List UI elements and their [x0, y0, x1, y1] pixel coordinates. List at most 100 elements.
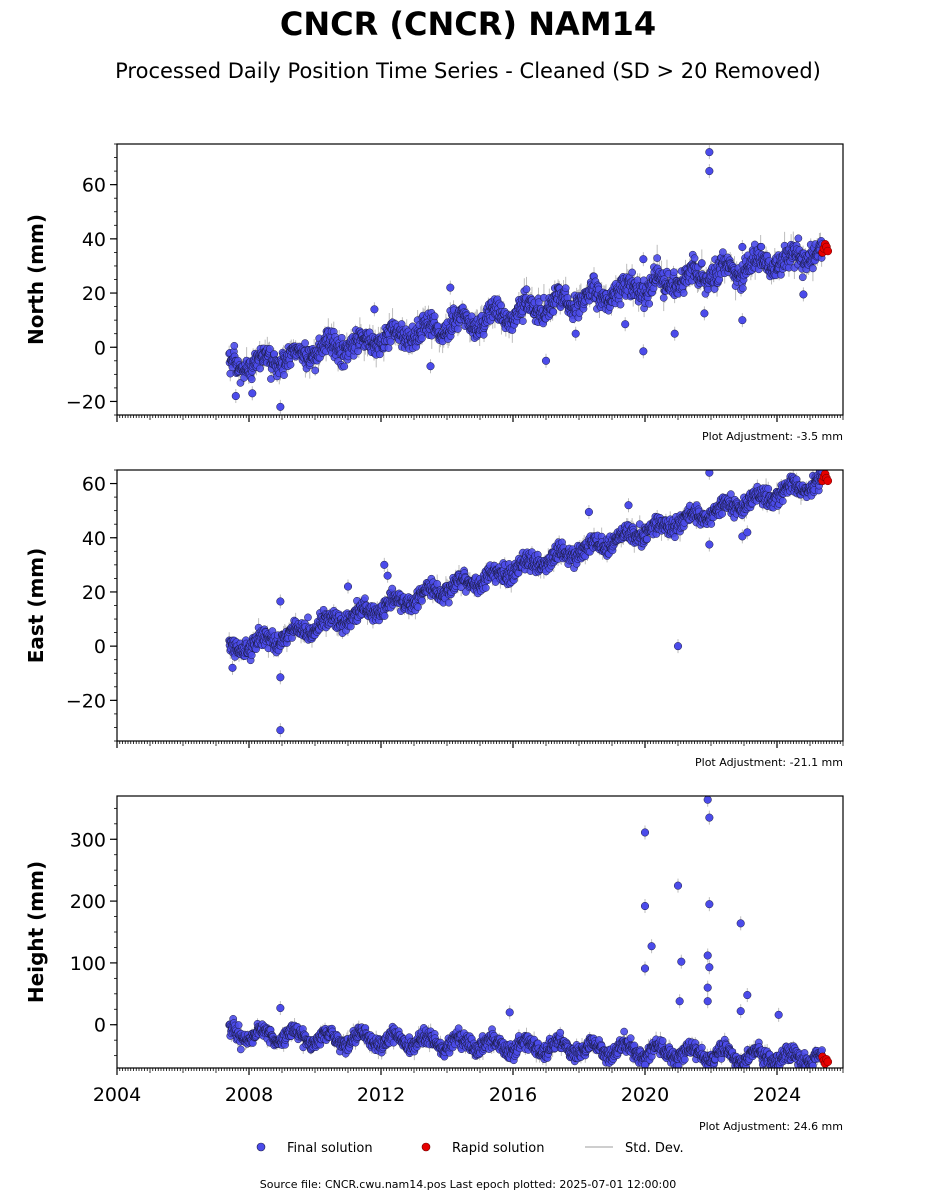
north-final-point [497, 301, 505, 310]
north-y-tick-label: 0 [94, 337, 106, 359]
north-final-solution [225, 148, 827, 411]
north-final-point [337, 333, 346, 342]
east-outlier-point [228, 663, 237, 672]
north-outlier-point [231, 391, 240, 401]
north-final-point [247, 375, 256, 384]
east-outlier-point [383, 571, 392, 580]
north-outlier-point [799, 290, 808, 299]
north-final-point [454, 325, 462, 333]
north-outlier-point [705, 148, 714, 157]
east-final-point [643, 535, 651, 543]
north-final-point [798, 273, 807, 282]
north-final-point [340, 362, 349, 371]
east-final-point [707, 520, 716, 528]
east-final-point [778, 497, 787, 505]
east-plot-area [225, 470, 833, 738]
north-outlier-point [639, 255, 648, 264]
east-outlier-point [276, 597, 285, 606]
north-outlier-point [276, 402, 285, 411]
north-final-point [704, 285, 712, 294]
east-final-point [304, 613, 312, 622]
north-outlier-point [541, 356, 551, 365]
north-y-tick-label: 20 [82, 283, 106, 305]
east-final-solution [225, 470, 827, 735]
north-final-point [690, 254, 699, 263]
north-final-point [230, 341, 239, 350]
north-final-point [670, 268, 678, 277]
east-final-point [764, 484, 773, 493]
north-panel: −20 0 20 40 60 North (mm) Plot Adjustment: -3.… [24, 143, 844, 443]
north-outlier-point [248, 389, 257, 398]
north-plot-adjustment: Plot Adjustment: -3.5 mm [702, 430, 843, 443]
east-rapid-point [823, 476, 833, 486]
east-outlier-point [705, 540, 714, 549]
north-final-point [270, 350, 279, 358]
north-outlier-point [639, 347, 648, 356]
north-final-point [794, 234, 803, 243]
chart-subtitle: Processed Daily Position Time Series - C… [115, 59, 821, 83]
north-outlier-point [700, 309, 709, 318]
east-final-point [481, 584, 490, 592]
north-final-point [757, 242, 766, 251]
east-x-axis [116, 741, 844, 748]
north-final-point [386, 337, 395, 346]
north-outlier-point [426, 362, 435, 371]
north-final-point [549, 308, 558, 316]
north-final-point [519, 317, 527, 325]
north-final-point [616, 300, 625, 309]
north-outlier-point [370, 305, 379, 314]
east-outlier-point [705, 470, 714, 477]
east-outlier-point [673, 642, 683, 651]
north-final-point [679, 289, 688, 297]
north-outlier-point [738, 242, 747, 252]
east-final-point [718, 509, 727, 518]
east-final-point [418, 597, 426, 605]
north-plot-area [225, 145, 833, 414]
east-final-point [380, 612, 389, 620]
north-final-point [384, 344, 393, 352]
north-final-point [256, 364, 264, 373]
north-outlier-point [446, 283, 455, 292]
north-final-point [418, 334, 426, 343]
east-rapid-solution [818, 470, 833, 486]
north-outlier-point [670, 329, 679, 338]
east-final-point [433, 579, 442, 588]
north-y-tick-label: 60 [82, 175, 106, 197]
east-final-point [247, 651, 256, 660]
north-final-point [653, 254, 662, 262]
north-final-point [522, 285, 531, 294]
east-outlier-point [343, 582, 353, 591]
north-outlier-point [738, 316, 747, 325]
east-final-point [444, 598, 453, 607]
north-outlier-point [705, 167, 714, 176]
east-final-point [671, 533, 679, 542]
east-final-point [727, 490, 735, 499]
north-x-axis [116, 415, 844, 422]
north-y-axis: −20 0 20 40 60 [66, 143, 117, 416]
north-final-point [719, 248, 727, 257]
north-final-point [286, 360, 295, 369]
north-final-point [659, 293, 668, 302]
north-final-point [266, 345, 274, 353]
north-final-point [311, 366, 320, 375]
east-outlier-point [276, 673, 285, 682]
north-final-point [697, 259, 706, 267]
north-final-point [301, 339, 309, 347]
east-outlier-point [624, 501, 633, 510]
east-outlier-point [584, 507, 593, 517]
east-final-point [414, 603, 422, 611]
north-outlier-point [621, 320, 630, 329]
east-outlier-point [276, 726, 285, 735]
chart-title: CNCR (CNCR) NAM14 [280, 5, 656, 43]
north-final-point [479, 330, 488, 339]
north-y-axis-label: North (mm) [24, 214, 48, 345]
north-final-point [645, 299, 654, 308]
east-final-point [361, 594, 369, 603]
north-final-point [430, 312, 439, 321]
north-final-point [280, 371, 288, 379]
north-final-point [561, 284, 570, 292]
north-outlier-point [571, 329, 580, 338]
east-outlier-point [743, 528, 752, 537]
